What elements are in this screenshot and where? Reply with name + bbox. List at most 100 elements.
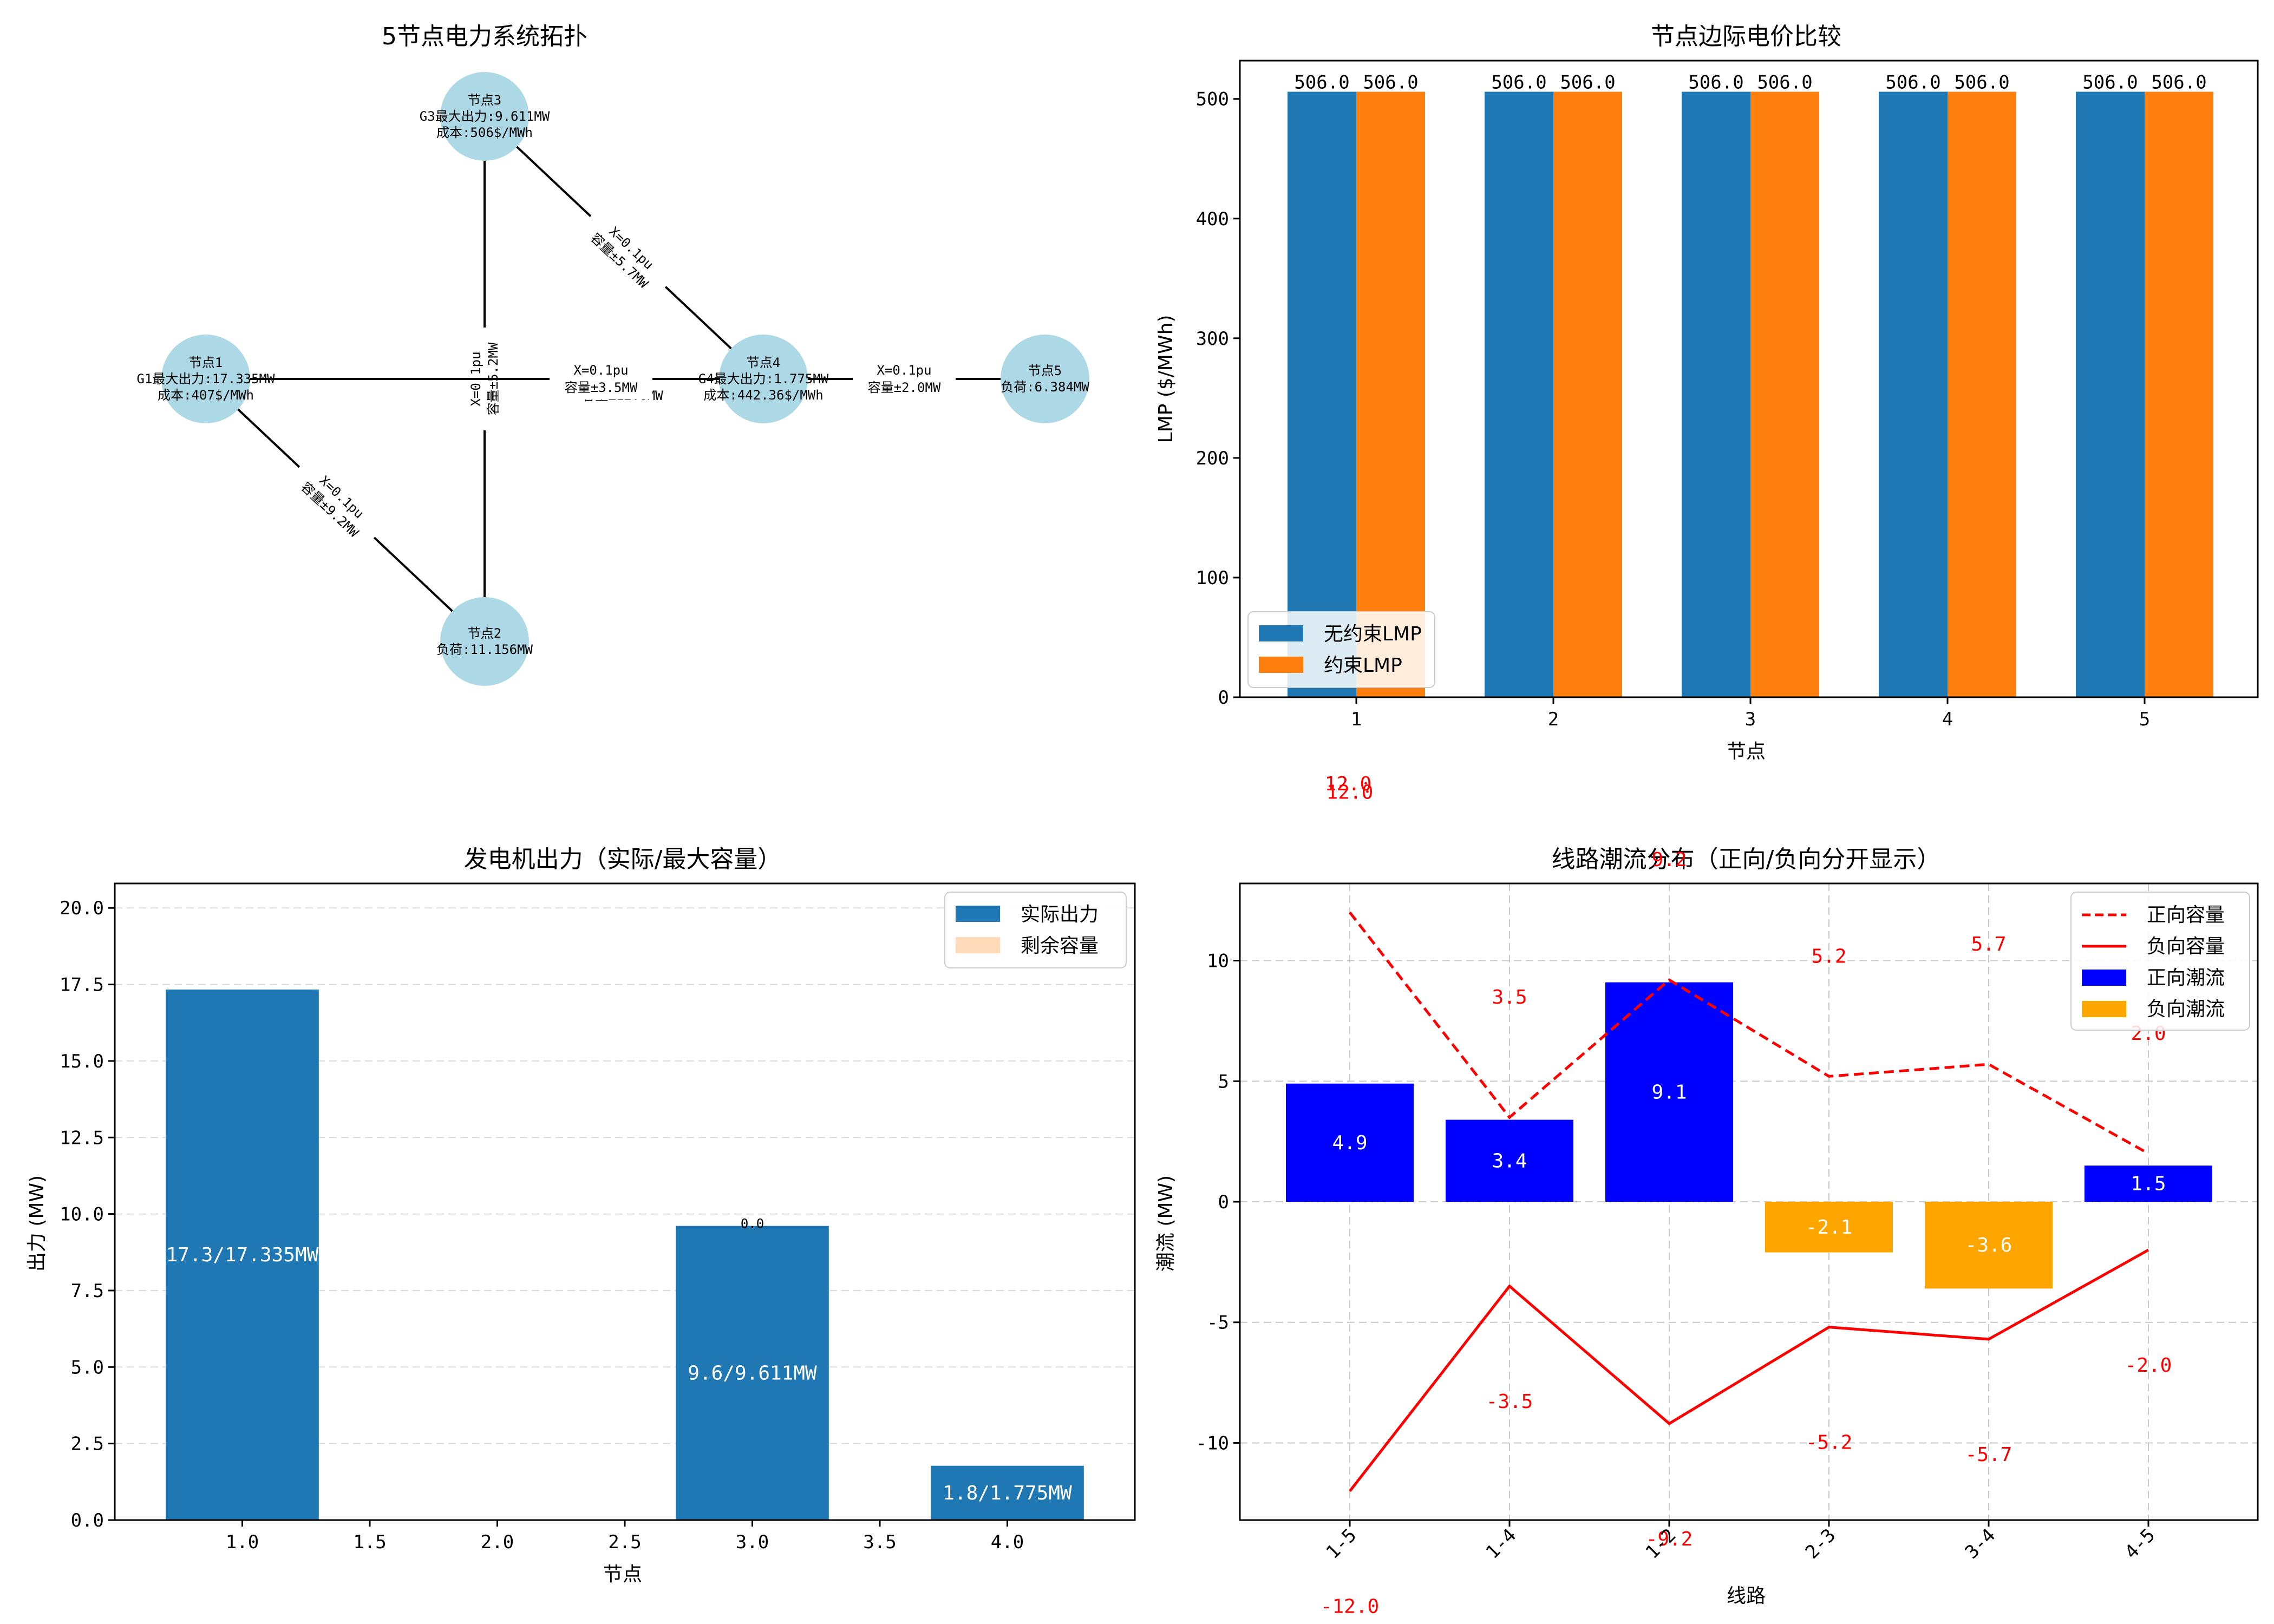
lmp-bar-label: 506.0 <box>1560 71 1615 93</box>
flow-ytick-label: 10 <box>1207 951 1229 972</box>
lmp-ylabel: LMP ($/MWh) <box>1155 315 1177 443</box>
node-label: 节点4 <box>747 355 780 370</box>
flow-bar <box>1925 1202 2053 1289</box>
edge-label-bg <box>550 358 652 400</box>
flow-xtick-label: 1-5 <box>1322 1524 1361 1563</box>
lmp-panel: 节点边际电价比较 506.0 506.0 506.0 506.0 506.0 506.0 5… <box>1155 23 2259 795</box>
flow-cap-neg-label: -2.0 <box>2125 1354 2172 1377</box>
gen-xtick-label: 4.0 <box>991 1531 1024 1553</box>
gen-xtick-label: 3.0 <box>736 1531 769 1553</box>
lmp-bar-label: 506.0 <box>1363 71 1418 93</box>
lmp-bar <box>1682 91 1750 698</box>
lmp-bar-label: 506.0 <box>1954 71 2009 93</box>
flow-cap-neg-label: -5.7 <box>1965 1444 2012 1466</box>
generator-bars: 17.3/17.335MW 9.6/9.611MW 0.0 1.8/1.775MW <box>166 989 1084 1520</box>
topology-edges: X=0.1pu容量±12.0MWX=0.1pu容量±9.2MWX=0.1pu容量… <box>205 115 1045 643</box>
node-label: 负荷:11.156MW <box>436 642 533 657</box>
flow-bar <box>2084 1165 2212 1202</box>
flow-ytick-label: 0 <box>1218 1191 1229 1213</box>
gen-actual-bar <box>931 1465 1084 1520</box>
gen-ytick-label: 10.0 <box>60 1204 104 1226</box>
lmp-legend: 无约束LMP 约束LMP <box>1247 611 1435 688</box>
lmp-legend-swatch <box>1259 625 1303 641</box>
node-2 <box>440 597 529 686</box>
lmp-xtick-label: 5 <box>2139 709 2150 730</box>
edge-label-bg <box>853 358 956 400</box>
gen-top-label: 0.0 <box>741 1216 764 1232</box>
lmp-bar <box>2076 91 2145 698</box>
edge-label-4-5: X=0.1pu 容量±2.0MW <box>853 358 956 400</box>
lmp-bar-label: 506.0 <box>1885 71 1940 93</box>
gen-ytick-label: 17.5 <box>60 974 104 996</box>
lmp-ytick-label: 400 <box>1196 208 1229 230</box>
edge-label-text: 容量±2.0MW <box>868 380 941 395</box>
gen-xtick-label: 2.5 <box>608 1531 641 1553</box>
lmp-frame <box>1239 60 2259 698</box>
flow-bar <box>1286 1083 1414 1202</box>
node-3 <box>440 72 529 161</box>
gen-xtick-label: 3.5 <box>863 1531 896 1553</box>
generator-xlabel: 节点 <box>603 1563 642 1586</box>
flow-bar <box>1605 982 1733 1202</box>
gen-ytick-label: 12.5 <box>60 1127 104 1149</box>
flow-bar-label: 9.1 <box>1651 1081 1687 1103</box>
gen-xtick-label: 1.5 <box>353 1531 386 1553</box>
generator-panel: 发电机出力（实际/最大容量） 17.3/17.335MW9.6/9.611MW0… <box>26 846 1136 1586</box>
lmp-ytick-label: 100 <box>1196 567 1229 589</box>
node-label: G4最大出力:1.775MW <box>698 371 829 387</box>
flow-bar-label: 4.9 <box>1332 1132 1367 1154</box>
lmp-bar <box>1485 91 1553 698</box>
flow-panel: 线路潮流分布（正向/负向分开显示） 4.9 3.4 9.1 -2.1 -3.6 1.5 1… <box>1155 781 2259 1618</box>
lmp-bar <box>1948 91 2016 698</box>
gen-ytick-label: 15.0 <box>60 1051 104 1072</box>
flow-cap-pos-label: 5.2 <box>1811 945 1846 967</box>
lmp-bar-label: 506.0 <box>1294 71 1349 93</box>
edge-label-text: 容量±3.5MW <box>565 380 638 395</box>
gen-actual-bar <box>676 1226 829 1520</box>
gen-ytick-label: 7.5 <box>71 1280 104 1302</box>
gen-ytick-label: 5.0 <box>71 1357 104 1378</box>
lmp-title: 节点边际电价比较 <box>1651 23 1841 50</box>
lmp-bar-label: 506.0 <box>2151 71 2206 93</box>
gen-legend-label: 实际出力 <box>1021 903 1099 926</box>
lmp-stray-label: 12.0 <box>1325 773 1372 795</box>
flow-bar <box>1446 1119 1573 1202</box>
flow-bar-label: -2.1 <box>1806 1216 1853 1239</box>
flow-ytick-label: -10 <box>1196 1432 1229 1454</box>
flow-ytick-label: 5 <box>1218 1071 1229 1092</box>
flow-capacity-neg-line <box>1349 1248 2149 1492</box>
lmp-bar-label: 506.0 <box>1688 71 1743 93</box>
gen-legend-swatch <box>956 906 1000 922</box>
node-label: 节点2 <box>468 626 501 641</box>
gen-bar-label: 9.6/9.611MW <box>688 1362 817 1384</box>
flow-bar-label: -3.6 <box>1965 1234 2012 1256</box>
edge-label-bg <box>573 204 677 305</box>
gen-xtick-label: 1.0 <box>226 1531 259 1553</box>
node-label: 节点5 <box>1028 363 1062 378</box>
node-label: 成本:442.36$/MWh <box>703 388 823 403</box>
node-label: G1最大出力:17.335MW <box>137 371 275 387</box>
gen-legend-swatch <box>956 937 1000 953</box>
gen-ytick-label: 20.0 <box>60 898 104 919</box>
flow-legend-label: 负向潮流 <box>2147 998 2225 1020</box>
node-1 <box>161 335 250 423</box>
lmp-ytick-label: 0 <box>1218 687 1229 709</box>
gen-ytick-label: 0.0 <box>71 1510 104 1531</box>
flow-capacity-pos-line <box>1349 911 2149 1155</box>
flow-legend-label: 负向容量 <box>2147 935 2225 958</box>
edge-label-1-4: X=0.1pu 容量±3.5MW <box>550 358 652 400</box>
lmp-bar-label: 506.0 <box>1491 71 1546 93</box>
gen-actual-bar <box>166 989 319 1520</box>
edge-label-text: X=0.1pu <box>573 363 628 378</box>
lmp-bar <box>2145 91 2213 698</box>
gen-ytick-label: 2.5 <box>71 1433 104 1455</box>
lmp-ytick-label: 500 <box>1196 89 1229 110</box>
node-label: 成本:407$/MWh <box>158 388 254 403</box>
flow-cap-pos-label: 12.0 <box>1327 781 1374 803</box>
lmp-ytick-label: 300 <box>1196 328 1229 350</box>
